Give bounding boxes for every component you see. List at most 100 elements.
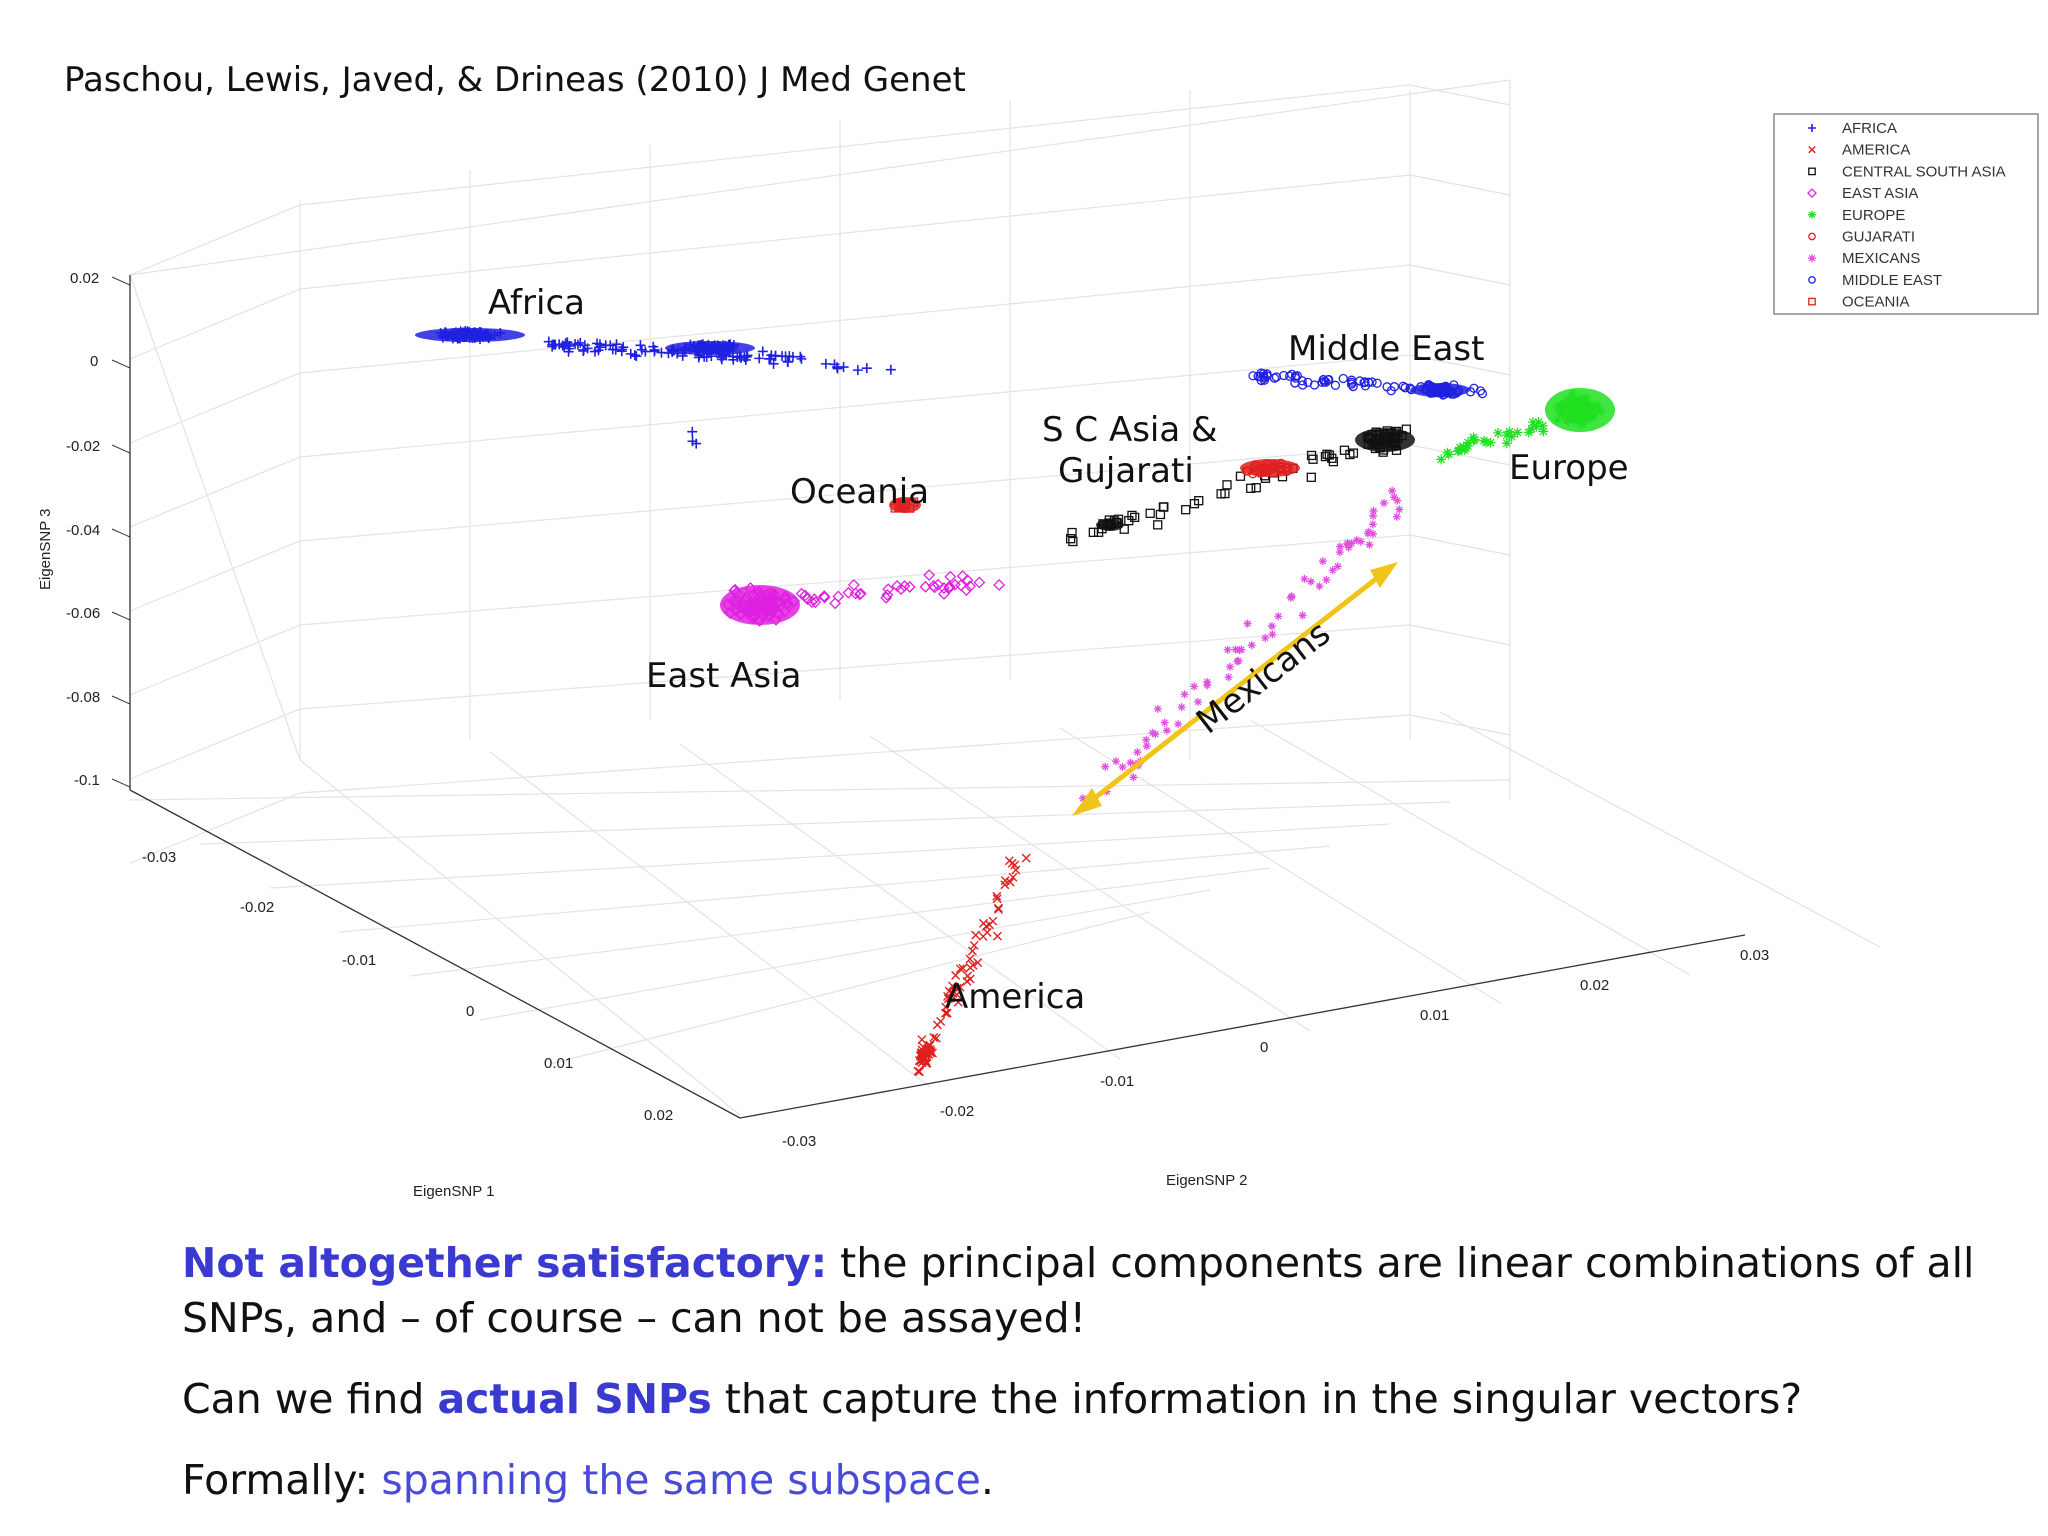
z-tick-label: -0.04: [66, 522, 100, 539]
data-point: [881, 589, 894, 601]
data-point: [564, 340, 575, 351]
legend-item-mexicans: MEXICANS: [1808, 250, 1920, 267]
data-point: [1088, 527, 1098, 537]
data-point: [1078, 794, 1087, 803]
data-point: [973, 576, 986, 589]
cluster-mexicans: [1078, 486, 1404, 803]
data-point: [1380, 437, 1391, 447]
data-point: [984, 920, 994, 930]
data-point: [963, 971, 973, 981]
data-point: [1442, 447, 1453, 458]
x-axis-label: EigenSNP 1: [413, 1183, 494, 1200]
data-point: [448, 331, 459, 342]
cluster-east-asia: [795, 569, 1006, 610]
data-point: [1111, 757, 1120, 766]
y-tick-label: 0: [1260, 1039, 1268, 1056]
data-point: [470, 328, 481, 339]
data-point: [973, 958, 983, 968]
data-point: [1279, 370, 1289, 381]
data-point: [945, 993, 955, 1003]
cluster-oceania: [889, 497, 921, 513]
cluster-gujarati: [1240, 458, 1300, 479]
x-tick-label: -0.02: [240, 899, 274, 916]
paragraph-2-text-a: Can we find: [182, 1375, 438, 1423]
data-point: [1369, 506, 1378, 515]
data-point: [1130, 512, 1140, 523]
data-point: [1290, 371, 1301, 381]
data-point: [459, 327, 470, 338]
data-point: [1306, 472, 1316, 482]
cluster-middle-east: [1410, 380, 1470, 399]
data-point: [730, 604, 742, 617]
z-tick-label: 0: [90, 353, 98, 370]
data-point: [1567, 388, 1578, 399]
data-point: [1222, 480, 1232, 490]
data-point: [955, 964, 965, 974]
legend-label: CENTRAL SOUTH ASIA: [1842, 163, 2006, 180]
data-point: [697, 343, 708, 354]
data-point: [778, 605, 791, 618]
data-point: [829, 597, 842, 610]
data-point: [1369, 529, 1378, 538]
data-point: [943, 994, 953, 1004]
data-point: [993, 931, 1002, 941]
citation: Paschou, Lewis, Javed, & Drineas (2010) …: [64, 60, 966, 100]
data-point: [1344, 543, 1353, 552]
data-point: [771, 596, 784, 608]
x-tick-label: 0.01: [544, 1055, 573, 1072]
data-point: [1570, 395, 1581, 406]
data-point: [1582, 406, 1593, 417]
data-point: [796, 353, 807, 364]
label-east-asia: East Asia: [646, 656, 801, 696]
data-point: [1808, 254, 1816, 263]
data-point: [971, 930, 981, 940]
data-point: [784, 351, 795, 362]
data-point: [1268, 630, 1277, 639]
x-tick-label: 0.02: [644, 1107, 673, 1124]
data-point: [948, 981, 958, 991]
data-point: [1104, 520, 1114, 531]
data-point: [885, 364, 896, 375]
data-point: [1453, 386, 1463, 397]
label-america: America: [945, 977, 1085, 1017]
legend-label: AMERICA: [1842, 142, 1910, 159]
data-point: [894, 500, 904, 510]
data-point: [736, 596, 749, 609]
data-point: [1323, 375, 1333, 385]
data-point: [917, 1051, 927, 1061]
data-point: [955, 579, 967, 592]
data-point: [942, 1008, 952, 1018]
y-tick-label: 0.01: [1420, 1007, 1449, 1024]
data-point: [1348, 448, 1359, 458]
data-point: [1808, 297, 1816, 306]
data-point: [952, 989, 962, 999]
data-point: [1562, 397, 1573, 408]
data-point: [1261, 634, 1270, 643]
data-point: [1126, 758, 1135, 767]
data-point: [631, 351, 642, 362]
data-point: [610, 344, 621, 355]
data-point: [1322, 449, 1332, 459]
data-point: [1388, 486, 1397, 495]
data-point: [1400, 383, 1410, 393]
data-point: [1224, 673, 1233, 682]
legend-item-gujarati: GUJARATI: [1808, 229, 1915, 246]
paragraph-3-text-b: .: [980, 1456, 994, 1504]
data-point: [1142, 742, 1151, 751]
data-point: [1576, 419, 1587, 430]
legend: AFRICA AMERICA CENTRAL SOUTH ASIA EAST ASIA…: [1773, 113, 2039, 315]
cluster-africa: [543, 336, 807, 369]
legend-item-central-south-asia: CENTRAL SOUTH ASIA: [1808, 163, 2006, 180]
data-point: [648, 341, 659, 352]
data-point: [740, 603, 753, 616]
slide-text: Not altogether satisfactory: the princip…: [182, 1236, 2002, 1534]
data-point: [1343, 539, 1352, 548]
data-point: [1808, 232, 1816, 241]
data-point: [1102, 519, 1113, 529]
data-point: [992, 894, 1002, 904]
legend-label: AFRICA: [1842, 120, 1897, 137]
data-point: [1298, 611, 1307, 620]
data-point: [706, 342, 717, 353]
data-point: [1572, 414, 1583, 425]
data-point: [687, 426, 698, 437]
